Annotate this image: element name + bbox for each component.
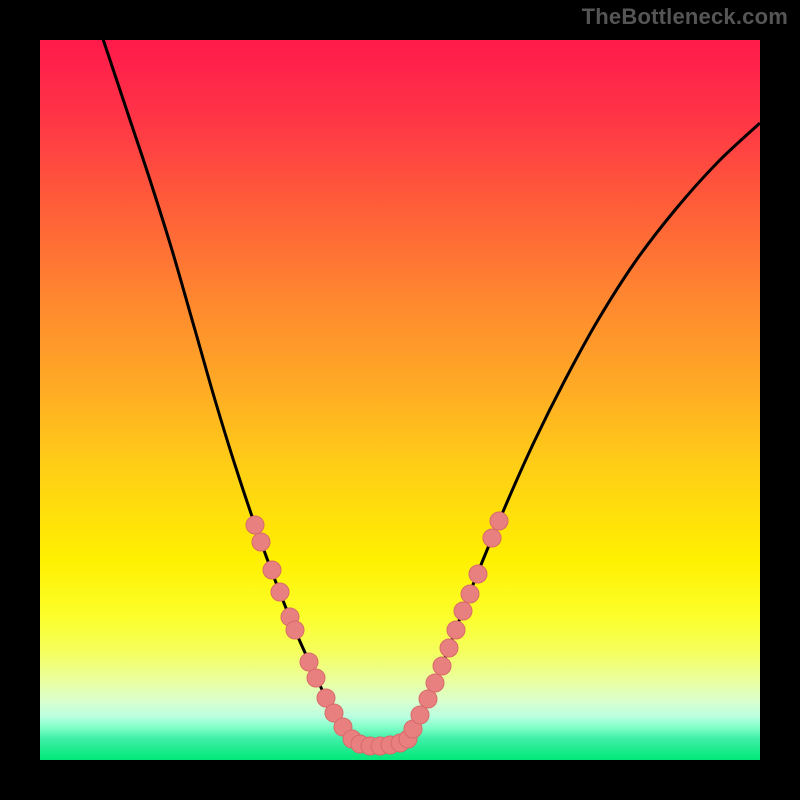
data-marker bbox=[433, 657, 451, 675]
watermark-text: TheBottleneck.com bbox=[582, 4, 788, 30]
data-marker bbox=[271, 583, 289, 601]
data-marker bbox=[419, 690, 437, 708]
data-marker bbox=[469, 565, 487, 583]
data-marker bbox=[461, 585, 479, 603]
data-marker bbox=[246, 516, 264, 534]
data-marker bbox=[286, 621, 304, 639]
plot-svg bbox=[0, 0, 800, 800]
data-marker bbox=[483, 529, 501, 547]
chart-canvas: TheBottleneck.com bbox=[0, 0, 800, 800]
data-marker bbox=[426, 674, 444, 692]
data-marker bbox=[447, 621, 465, 639]
data-marker bbox=[411, 706, 429, 724]
data-marker bbox=[490, 512, 508, 530]
data-marker bbox=[440, 639, 458, 657]
data-marker bbox=[300, 653, 318, 671]
data-marker bbox=[252, 533, 270, 551]
gradient-background bbox=[40, 40, 760, 760]
data-marker bbox=[454, 602, 472, 620]
data-marker bbox=[263, 561, 281, 579]
data-marker bbox=[307, 669, 325, 687]
